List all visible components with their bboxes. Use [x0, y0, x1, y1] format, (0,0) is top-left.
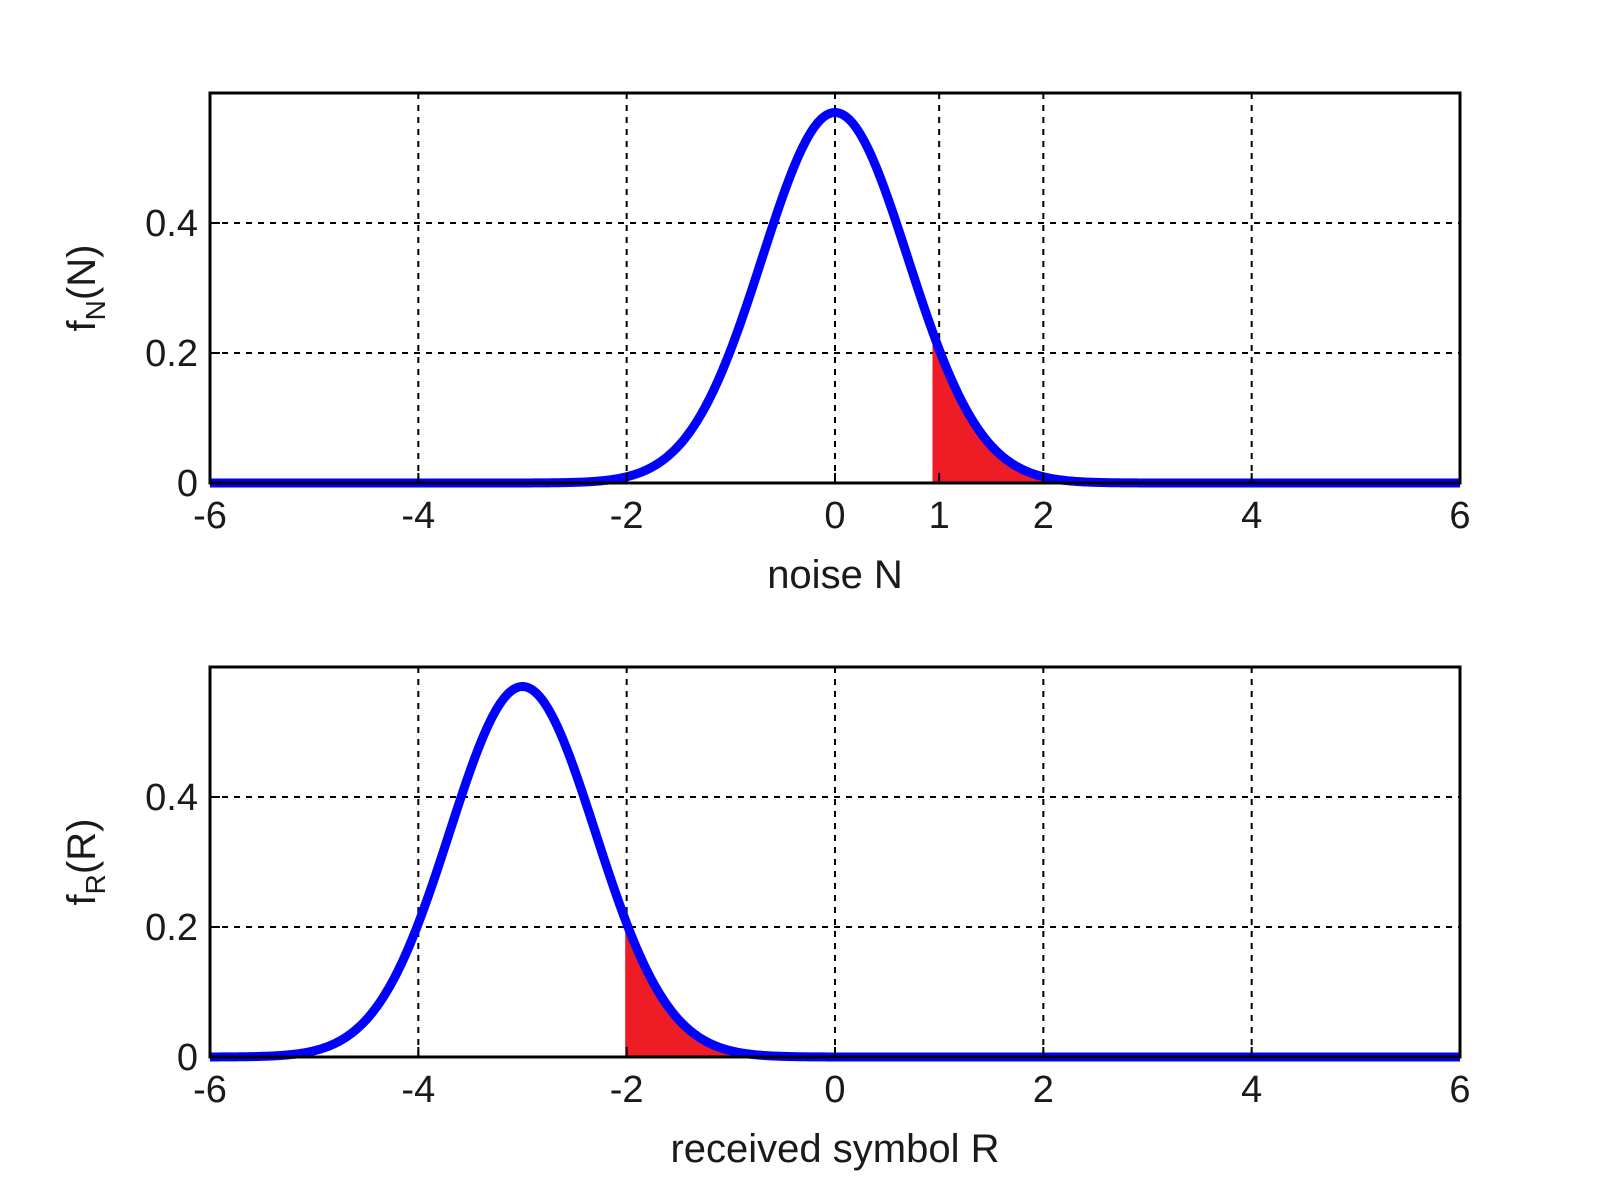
x-axis-label: noise N: [767, 553, 903, 597]
x-tick-label: 0: [824, 1069, 845, 1111]
y-axis-label-subscript: N: [80, 300, 111, 320]
x-tick-label: -4: [401, 1069, 435, 1111]
x-tick-label: 6: [1449, 495, 1470, 537]
x-tick-label: -6: [193, 1069, 227, 1111]
x-tick-label: 2: [1033, 495, 1054, 537]
y-axis-label: fR(R): [60, 819, 111, 906]
y-axis-label-base: f: [60, 893, 104, 905]
x-tick-labels: -6 -4 -2 0 1 2 4 6: [193, 473, 1471, 537]
noise-pdf-plot: -6 -4 -2 0 1 2 4 6 0 0.2 0.4 noise N fN(N): [60, 91, 1471, 597]
y-tick-labels: 0 0.2 0.4: [145, 777, 220, 1079]
y-tick-label: 0.2: [145, 333, 198, 375]
x-tick-label: 1: [929, 495, 950, 537]
y-tick-label: 0.4: [145, 777, 198, 819]
x-tick-label: 4: [1241, 495, 1262, 537]
y-tick-labels: 0 0.2 0.4: [145, 203, 220, 505]
grid-lines: [210, 667, 1460, 1057]
y-tick-label: 0: [177, 463, 198, 505]
y-tick-label: 0.2: [145, 907, 198, 949]
x-tick-label: 6: [1449, 1069, 1470, 1111]
x-tick-label: 2: [1033, 1069, 1054, 1111]
grid-lines: [210, 93, 1460, 483]
x-tick-labels: -6 -4 -2 0 2 4 6: [193, 1047, 1471, 1111]
x-tick-label: -2: [610, 495, 644, 537]
tail-probability-area: [625, 922, 743, 1059]
x-tick-label: -4: [401, 495, 435, 537]
x-axis-label: received symbol R: [670, 1127, 999, 1171]
x-tick-label: -6: [193, 495, 227, 537]
tail-probability-area: [932, 334, 1056, 485]
y-axis-label-base: f: [60, 319, 104, 331]
y-axis-label-argument: (R): [60, 819, 104, 875]
y-tick-label: 0.4: [145, 203, 198, 245]
y-axis-label: fN(N): [60, 245, 111, 332]
y-axis-label-argument: (N): [60, 245, 104, 301]
x-tick-label: 4: [1241, 1069, 1262, 1111]
x-tick-label: -2: [610, 1069, 644, 1111]
y-axis-label-subscript: R: [80, 874, 111, 894]
x-tick-label: 0: [824, 495, 845, 537]
received-symbol-pdf-plot: -6 -4 -2 0 2 4 6 0 0.2 0.4 received symbol R fR(…: [60, 665, 1471, 1171]
y-tick-label: 0: [177, 1037, 198, 1079]
